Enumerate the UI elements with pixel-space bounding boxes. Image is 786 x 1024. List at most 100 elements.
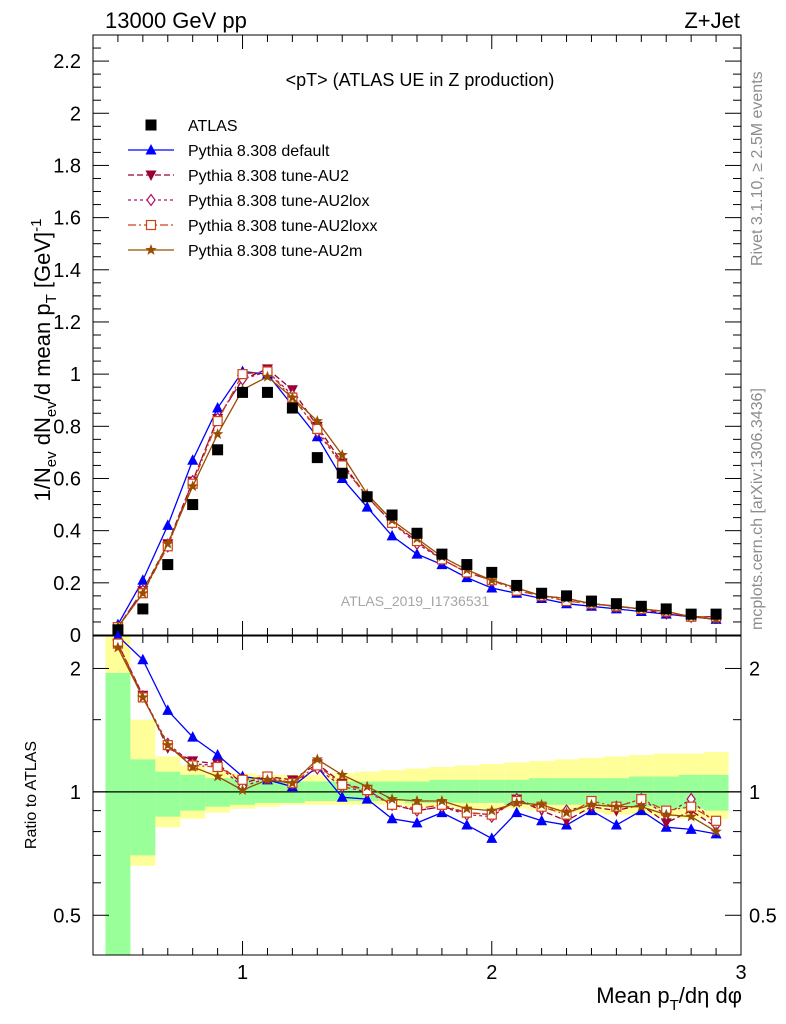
y-tick-label: 1.8 <box>53 155 81 177</box>
main-point-au2m <box>211 428 224 439</box>
ratio-point-au2m <box>311 753 324 765</box>
legend-marker-au2m <box>145 244 157 255</box>
main-point-data <box>461 559 473 571</box>
main-point-data <box>635 600 647 612</box>
main-point-au2m <box>261 370 274 382</box>
legend-marker-data <box>145 119 157 131</box>
ratio-point-au2loxx <box>686 801 697 812</box>
main-point-data <box>361 491 373 503</box>
ratio-point-default <box>187 731 199 742</box>
x-tick-label: 1 <box>237 962 248 984</box>
ratio-point-au2m <box>486 804 498 816</box>
ratio-point-au2loxx <box>237 774 248 785</box>
plot-title: <pT> (ATLAS UE in Z production) <box>286 70 555 90</box>
y-tick-label: 0.4 <box>53 521 81 543</box>
legend-marker-au2 <box>145 170 157 181</box>
legend-label-au2: Pythia 8.308 tune-AU2 <box>188 168 349 185</box>
main-line-au2loxx <box>117 370 717 628</box>
ratio-point-au2m <box>162 739 174 751</box>
main-point-au2m <box>162 537 174 549</box>
main-point-au2m <box>286 391 299 403</box>
main-point-default <box>212 402 224 413</box>
ratio-point-default <box>610 819 622 830</box>
ratio-point-au2m <box>535 798 548 810</box>
ratio-point-default <box>685 823 697 834</box>
analysis-label: ATLAS_2019_I1736531 <box>341 593 490 609</box>
rivet-note: Rivet 3.1.10, ≥ 2.5M events <box>749 71 766 266</box>
process-label: Z+Jet <box>684 8 740 33</box>
legend-label-au2m: Pythia 8.308 tune-AU2m <box>188 243 362 260</box>
ratio-point-au2m <box>461 802 473 814</box>
y-tick-label: 0.6 <box>53 468 81 490</box>
y-tick-label: 1.2 <box>53 312 81 334</box>
ratio-y-tick-label-right: 1 <box>749 782 760 804</box>
ratio-band-inner <box>155 771 181 817</box>
legend-label-default: Pythia 8.308 default <box>188 143 330 160</box>
main-point-data <box>511 579 523 591</box>
ratio-point-default <box>411 816 423 828</box>
ratio-point-au2m <box>685 810 697 822</box>
main-point-data <box>187 499 199 511</box>
main-line-default <box>117 370 717 625</box>
x-tick-label: 2 <box>486 962 497 984</box>
ratio-point-au2loxx <box>212 761 223 773</box>
ratio-point-au2m <box>112 641 124 653</box>
main-point-data <box>710 608 722 620</box>
ratio-point-au2m <box>336 768 348 780</box>
main-point-data <box>585 595 597 607</box>
legend-marker-au2loxx <box>145 219 157 231</box>
y-tick-label: 2.2 <box>53 51 81 73</box>
main-point-data <box>112 624 124 636</box>
y-tick-label: 1 <box>70 364 81 386</box>
ratio-point-au2m <box>585 798 598 810</box>
main-point-data <box>486 566 498 578</box>
ratio-point-au2m <box>261 773 274 785</box>
legend-label-au2lox: Pythia 8.308 tune-AU2lox <box>188 193 369 210</box>
y-tick-label: 0.2 <box>53 573 81 595</box>
main-point-default <box>137 574 149 585</box>
ratio-point-au2m <box>361 780 373 792</box>
ratio-point-au2m <box>186 760 199 772</box>
main-point-data <box>536 587 548 599</box>
svg-text:Mean pT/dη dφ: Mean pT/dη dφ <box>596 983 742 1014</box>
mcplots-note: mcplots.cern.ch [arXiv:1306.3436] <box>749 388 766 630</box>
main-point-au2loxx <box>312 423 323 435</box>
ratio-point-au2m <box>211 770 224 782</box>
ratio-panel: 1 2 3 0.5 0.5 1 1 2 2 <box>53 630 777 984</box>
ratio-point-default <box>536 814 548 826</box>
ratio-point-default <box>137 653 149 665</box>
main-point-default <box>411 548 423 559</box>
ratio-point-au2loxx <box>386 799 398 810</box>
ratio-point-au2m <box>660 808 672 820</box>
y-tick-label: 0 <box>70 625 81 647</box>
y-tick-label: 1.4 <box>53 260 81 282</box>
legend-label-data: ATLAS <box>188 118 238 135</box>
y-tick-label: 0.8 <box>53 416 81 438</box>
main-point-data <box>411 527 423 539</box>
main-point-data <box>286 402 298 414</box>
main-point-au2m <box>137 587 149 599</box>
ratio-y-tick-label: 2 <box>70 658 81 680</box>
ratio-point-au2m <box>386 793 398 804</box>
main-line-au2m <box>117 375 717 628</box>
main-point-au2loxx <box>212 415 223 427</box>
ratio-band-inner <box>180 774 206 811</box>
main-panel: 0 0.2 0.4 0.6 0.8 1 1.2 1.4 1.6 1.8 2 2.2 <box>53 34 742 955</box>
x-tick-label: 3 <box>735 962 746 984</box>
ratio-point-au2m <box>510 796 523 808</box>
main-point-au2m <box>486 574 498 586</box>
main-point-au2m <box>311 415 324 426</box>
ratio-point-default <box>112 630 124 641</box>
main-y-axis-title: 1/Nev dNev/d mean pT [GeV]-1 <box>28 219 60 502</box>
svg-text:1/Nev dNev/d mean pT [GeV]-1: 1/Nev dNev/d mean pT [GeV]-1 <box>28 219 60 502</box>
main-point-data <box>261 386 273 398</box>
ratio-y-tick-label-right: 0.5 <box>749 905 777 927</box>
ratio-point-default <box>386 812 398 824</box>
main-point-au2loxx <box>237 369 248 380</box>
ratio-point-au2m <box>411 794 423 806</box>
ratio-point-au2m <box>710 825 722 837</box>
ratio-y-tick-label: 0.5 <box>53 905 81 927</box>
ratio-point-default <box>336 791 348 802</box>
main-point-data <box>610 598 622 610</box>
